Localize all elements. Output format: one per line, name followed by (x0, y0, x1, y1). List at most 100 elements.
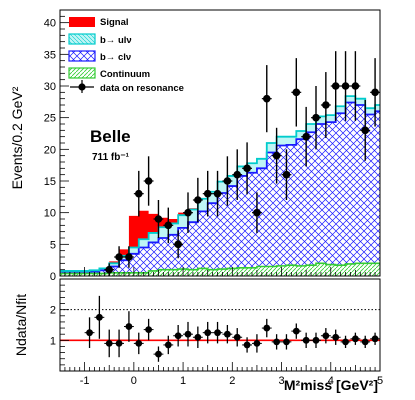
ratio-y-tick-label: 2 (50, 305, 56, 317)
ratio-point (155, 350, 162, 358)
ratio-x-tick-label: 2 (229, 375, 235, 387)
data-point (282, 170, 291, 179)
data-point (213, 189, 222, 198)
ratio-plot-area (60, 279, 380, 371)
legend-label-signal: Signal (100, 17, 129, 28)
data-point (144, 177, 153, 185)
ratio-point (361, 338, 369, 346)
ratio-point (164, 341, 172, 349)
ratio-point (263, 324, 271, 332)
legend-swatch-b-to-c (68, 50, 96, 62)
ratio-point (332, 333, 340, 341)
ratio-point (115, 340, 123, 347)
data-point (322, 101, 330, 109)
data-point (371, 88, 379, 97)
data-point (361, 126, 370, 135)
data-point (223, 177, 232, 185)
ratio-x-tick-label: 3 (278, 375, 284, 387)
ratio-point (194, 333, 202, 341)
data-point (134, 189, 143, 198)
legend-label-continuum: Continuum (100, 69, 150, 80)
data-point (302, 132, 310, 141)
data-point (164, 221, 173, 230)
ratio-point (86, 329, 93, 337)
experiment-label: Belle (90, 127, 131, 146)
data-point (233, 170, 242, 179)
main-y-tick-label: 20 (44, 144, 56, 156)
ratio-point (253, 340, 261, 347)
ratio-point (351, 335, 359, 343)
ratio-point (95, 313, 103, 321)
ratio-point (302, 336, 310, 344)
data-point (184, 208, 192, 217)
legend-swatch-b-to-u (68, 33, 96, 45)
data-point (272, 151, 281, 160)
ratio-point (273, 338, 281, 346)
data-point (243, 164, 251, 173)
ratio-x-axis: -1 0 1 2 3 4 5 (59, 362, 383, 387)
data-point (194, 196, 202, 204)
main-y-tick-label: 25 (44, 113, 56, 125)
main-y-axis: 0 5 10 15 20 25 30 35 40 (44, 9, 69, 283)
ratio-x-tick-label: 4 (328, 375, 334, 387)
ratio-point (371, 335, 379, 343)
legend-label-data: data on resonance (100, 83, 184, 94)
data-point (203, 189, 212, 198)
data-point (253, 208, 261, 217)
main-y-tick-label: 15 (44, 176, 56, 188)
ratio-point (312, 336, 320, 344)
ratio-x-tick-label: 0 (131, 375, 137, 387)
legend-swatch-signal (69, 17, 95, 27)
legend-data-marker (78, 83, 86, 91)
ratio-point (105, 340, 113, 347)
data-point (351, 82, 360, 90)
ratio-point (233, 333, 241, 341)
main-y-tick-label: 40 (44, 18, 56, 30)
ratio-x-tick-label: 5 (377, 375, 383, 387)
ratio-x-tick-label: 1 (180, 375, 186, 387)
stack-area-b-cl (60, 102, 380, 274)
ratio-y-tick-label: 1 (50, 335, 56, 347)
stack-fills (60, 95, 380, 276)
ratio-reference-lines (60, 309, 380, 342)
ratio-point (125, 323, 133, 330)
x-axis-title: M²miss [GeV²] (284, 377, 378, 393)
ratio-point (292, 327, 300, 335)
data-point (154, 215, 163, 223)
ratio-point (145, 326, 153, 333)
ratio-point (342, 338, 349, 346)
data-point (292, 88, 301, 97)
legend-label-b-to-c: b→ clν (100, 52, 131, 63)
main-histogram-panel: 0 5 10 15 20 25 30 35 40 Events/0.2 GeV² Belle 7… (9, 9, 381, 283)
legend-label-b-to-u: b→ ulν (100, 35, 132, 46)
ratio-x-tick-label: -1 (80, 375, 90, 387)
ratio-y-axis-title: Ndata/Nfit (13, 294, 29, 356)
ratio-point (243, 341, 251, 349)
data-point (115, 253, 123, 261)
legend-swatch-continuum (68, 67, 96, 79)
stack-area-signal (60, 96, 380, 271)
ratio-plot-frame (59, 278, 381, 372)
data-point (312, 113, 320, 122)
data-point (105, 265, 114, 274)
main-y-axis-title: Events/0.2 GeV² (9, 86, 25, 189)
data-point (125, 253, 133, 261)
data-point (331, 82, 340, 90)
ratio-point (214, 329, 221, 337)
data-points-group (104, 51, 380, 276)
main-y-tick-label: 30 (44, 81, 56, 93)
main-y-tick-label: 10 (44, 208, 56, 220)
data-point (262, 94, 271, 103)
ratio-point (322, 332, 330, 340)
legend: Signal b→ ulν b→ clν Continuum data on r… (68, 17, 184, 94)
ratio-point (283, 338, 290, 346)
ratio-point (135, 340, 143, 347)
main-y-tick-label: 5 (50, 239, 56, 251)
stack-area-b-ul (60, 96, 380, 272)
ratio-point (184, 330, 192, 338)
ratio-point (223, 330, 231, 338)
data-point (174, 240, 182, 249)
data-point (341, 82, 350, 90)
main-x-ticks (59, 267, 381, 276)
